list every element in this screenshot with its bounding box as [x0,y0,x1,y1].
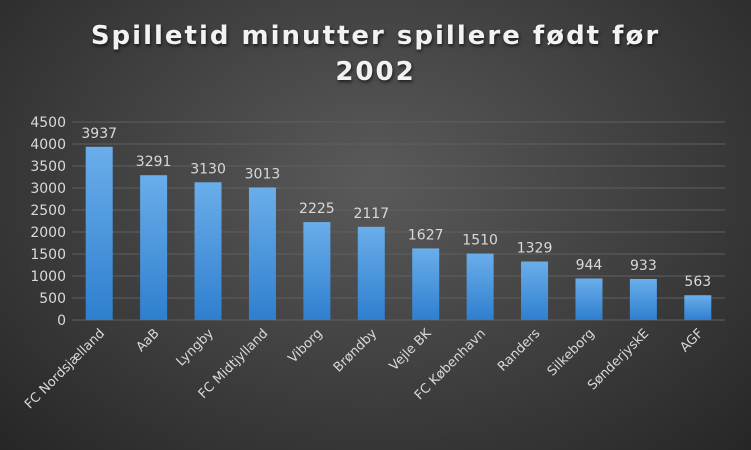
x-tick-label: Brøndby [331,326,380,375]
y-tick-label: 2500 [30,203,66,219]
x-tick-label: Lyngby [174,326,217,369]
y-tick-label: 0 [57,313,66,329]
data-label: 3130 [190,161,226,177]
data-label: 2117 [353,206,389,222]
y-tick-label: 4500 [30,115,66,131]
y-tick-label: 1000 [30,269,66,285]
x-tick-label: Randers [495,326,543,374]
data-label: 563 [684,274,711,290]
bar [412,248,440,320]
y-tick-label: 2000 [30,225,66,241]
bar [194,182,222,320]
x-tick-label: Silkeborg [545,326,598,379]
data-label: 3937 [81,126,117,142]
bar [684,295,712,320]
bar [85,146,113,320]
bar [466,253,494,320]
bar [248,187,276,320]
y-tick-label: 3500 [30,159,66,175]
data-label: 3013 [245,166,281,182]
x-tick-label: AGF [677,326,706,355]
data-label: 1329 [517,241,553,257]
bar [575,278,603,320]
data-label: 933 [630,258,657,274]
bar [303,222,331,320]
data-label: 2225 [299,201,335,217]
bar [357,226,385,320]
bar [140,175,168,320]
data-label: 944 [576,257,603,273]
y-tick-label: 500 [39,291,66,307]
y-tick-label: 4000 [30,137,66,153]
data-label: 1510 [462,233,498,249]
chart-title-line-1: Spilletid minutter spillere født før [90,21,661,51]
chart-title-line-2: 2002 [335,57,416,87]
data-label: 1627 [408,227,444,243]
chart-title: Spilletid minutter spillere født før 200… [0,18,751,90]
x-tick-label: AaB [134,326,163,355]
x-tick-label: Vejle BK [387,326,435,374]
y-tick-label: 1500 [30,247,66,263]
y-tick-label: 3000 [30,181,66,197]
data-label: 3291 [136,154,172,170]
x-tick-label: Viborg [286,326,326,366]
bar [629,278,657,320]
x-tick-label: FC Nordsjælland [22,326,108,412]
bar [521,261,549,320]
